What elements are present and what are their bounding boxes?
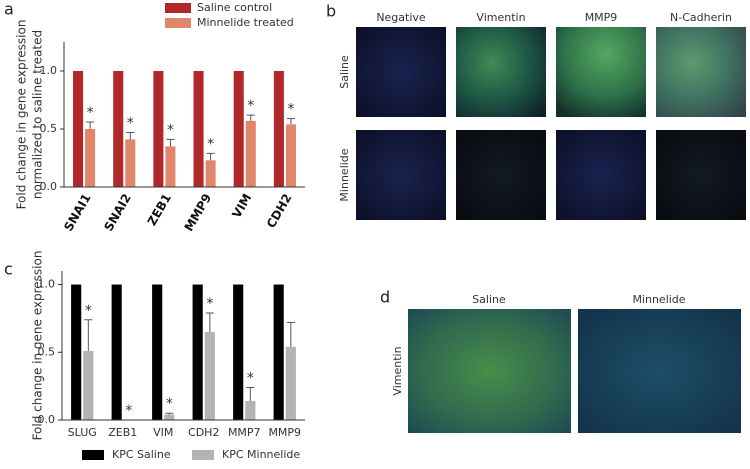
x-tick-label: ZEB1 [108, 426, 137, 439]
legend-swatch [165, 3, 191, 13]
bar [285, 124, 296, 187]
column-label: Minnelide [632, 293, 685, 306]
x-tick-label: SNAI1 [61, 191, 94, 233]
annotation: * [127, 115, 134, 131]
bar [273, 284, 284, 420]
bar [193, 71, 204, 187]
bar [192, 284, 203, 420]
bar [73, 71, 84, 187]
x-tick-label: SLUG [68, 426, 97, 439]
bar [164, 414, 175, 420]
legend-label: Saline control [197, 1, 272, 14]
x-tick-label: ZEB1 [145, 191, 174, 228]
micrograph [656, 27, 746, 117]
annotation: * [87, 105, 94, 121]
x-tick-label: CDH2 [188, 426, 219, 439]
bar [273, 71, 284, 187]
x-tick-label: VIM [153, 426, 173, 439]
micrograph [556, 130, 646, 220]
row-label: Minnelide [338, 148, 351, 201]
column-label: Vimentin [476, 11, 525, 24]
annotation: * [166, 396, 173, 412]
annotation: * [247, 98, 254, 114]
bar [111, 284, 122, 420]
y-axis-label: Fold change in gene expression [15, 20, 29, 210]
bar [204, 331, 215, 420]
annotation: * [206, 296, 213, 312]
bar [233, 71, 244, 187]
x-tick-label: SNAI2 [101, 191, 134, 233]
y-axis-label: Fold change in gene expression [31, 251, 45, 441]
micrograph [578, 309, 741, 433]
column-label: Saline [472, 293, 506, 306]
bar [153, 71, 164, 187]
bar [205, 160, 216, 187]
panel-label: a [4, 0, 14, 19]
legend-swatch [82, 450, 104, 460]
x-tick-label: MMP7 [228, 426, 261, 439]
bar [85, 129, 96, 187]
column-label: Negative [376, 11, 426, 24]
panel-label: c [4, 260, 13, 279]
y-tick-label: 0.5 [38, 345, 56, 358]
micrograph [456, 27, 546, 117]
y-axis-label: normalized to saline treated [31, 30, 45, 199]
bar [233, 284, 244, 420]
micrograph [356, 27, 446, 117]
bar [113, 71, 124, 187]
bar [285, 346, 296, 420]
y-tick-label: 0.5 [40, 122, 58, 135]
row-label: Vimentin [391, 346, 404, 395]
column-label: MMP9 [585, 11, 618, 24]
bar [71, 284, 82, 420]
legend-label: KPC Saline [112, 448, 171, 461]
bar [83, 350, 94, 420]
y-tick-label: 0.0 [40, 180, 58, 193]
micrograph [556, 27, 646, 117]
legend-label: KPC Minnelide [222, 448, 300, 461]
micrograph [356, 130, 446, 220]
bar [245, 401, 256, 420]
y-tick-label: 1.0 [38, 278, 56, 291]
y-tick-label: 0.0 [38, 413, 56, 426]
micrograph [456, 130, 546, 220]
annotation: * [85, 303, 92, 319]
micrograph [408, 309, 571, 433]
legend-label: Minnelide treated [197, 16, 294, 29]
annotation: * [247, 370, 254, 386]
x-tick-label: VIM [229, 191, 254, 220]
row-label: Saline [338, 55, 351, 89]
annotation: * [207, 136, 214, 152]
x-tick-label: MMP9 [182, 191, 215, 234]
x-tick-label: MMP9 [268, 426, 301, 439]
bar [125, 139, 136, 187]
micrograph [656, 130, 746, 220]
bar [152, 284, 163, 420]
column-label: N-Cadherin [670, 11, 732, 24]
y-tick-label: 1.0 [40, 64, 58, 77]
bar [165, 146, 176, 187]
annotation: * [125, 403, 132, 419]
legend-swatch [192, 450, 214, 460]
panel-label: d [380, 288, 390, 307]
bar [245, 120, 256, 187]
annotation: * [287, 102, 294, 118]
panel-label: b [326, 2, 336, 21]
x-tick-label: CDH2 [264, 191, 295, 230]
legend-swatch [165, 18, 191, 28]
annotation: * [167, 122, 174, 138]
